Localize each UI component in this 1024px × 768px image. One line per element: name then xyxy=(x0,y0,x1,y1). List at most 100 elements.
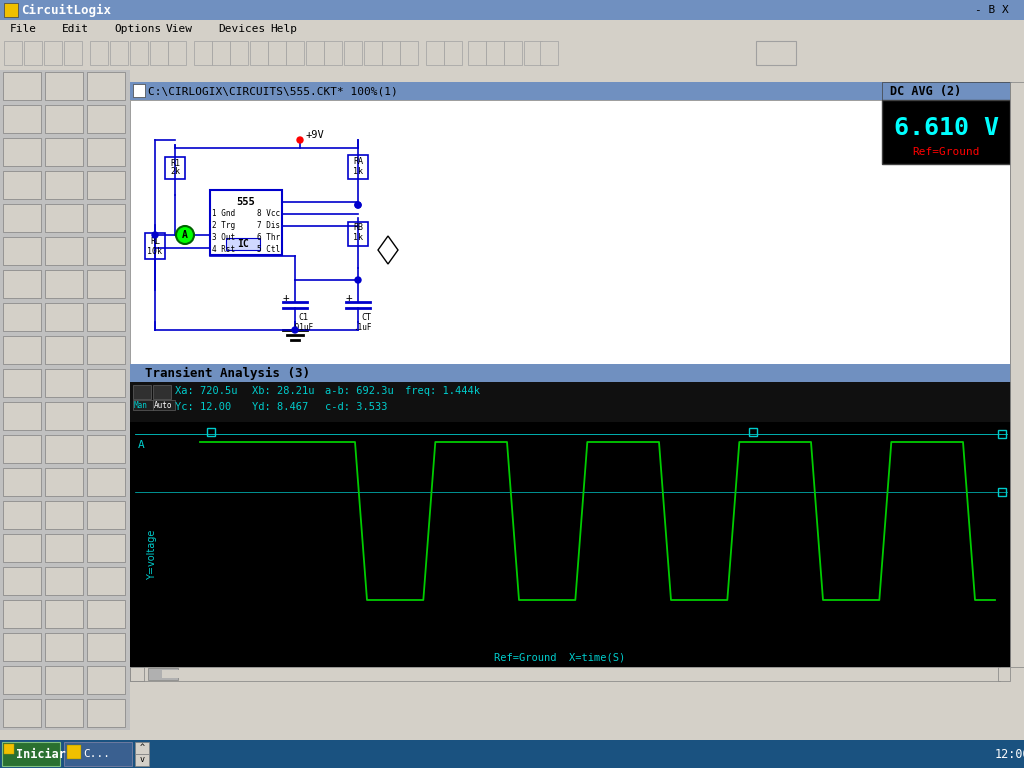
Bar xyxy=(45,369,83,397)
Bar xyxy=(135,754,150,766)
Bar xyxy=(4,3,18,17)
Text: 2 Trg: 2 Trg xyxy=(212,221,236,230)
Bar xyxy=(3,501,41,529)
Bar xyxy=(888,744,906,762)
Bar xyxy=(3,237,41,265)
Bar xyxy=(3,534,41,562)
Text: Yd: 8.467: Yd: 8.467 xyxy=(252,402,308,412)
Text: 5 Ctl: 5 Ctl xyxy=(257,246,280,254)
Bar xyxy=(87,369,125,397)
Bar xyxy=(133,400,153,410)
Bar xyxy=(868,744,886,762)
Circle shape xyxy=(152,232,158,238)
Text: Xb: 28.21u: Xb: 28.21u xyxy=(252,386,314,396)
Bar xyxy=(133,385,151,399)
Bar xyxy=(3,336,41,364)
Circle shape xyxy=(355,202,361,208)
Bar xyxy=(0,0,1024,20)
Text: CircuitLogix: CircuitLogix xyxy=(22,4,111,17)
Bar xyxy=(998,430,1006,438)
Bar xyxy=(130,382,1012,422)
Bar xyxy=(348,155,368,179)
Bar xyxy=(0,20,1024,38)
Bar xyxy=(226,238,260,250)
Bar xyxy=(4,41,22,65)
Bar xyxy=(87,270,125,298)
Bar xyxy=(348,222,368,246)
Polygon shape xyxy=(378,236,398,264)
Circle shape xyxy=(355,277,361,283)
Text: 1 Gnd: 1 Gnd xyxy=(212,210,236,219)
Bar xyxy=(87,303,125,331)
Bar xyxy=(162,670,180,678)
Text: 7 Dis: 7 Dis xyxy=(257,221,280,230)
Bar xyxy=(87,699,125,727)
Text: RA: RA xyxy=(353,157,362,167)
Text: File: File xyxy=(10,24,37,34)
Circle shape xyxy=(176,226,194,244)
Bar xyxy=(45,468,83,496)
Text: .01uF: .01uF xyxy=(290,323,313,332)
Bar xyxy=(45,303,83,331)
Bar xyxy=(998,488,1006,496)
Text: C...: C... xyxy=(83,749,110,759)
Bar xyxy=(87,105,125,133)
Text: .1uF: .1uF xyxy=(353,323,372,332)
Bar xyxy=(540,41,558,65)
Text: +: + xyxy=(346,293,352,303)
Bar xyxy=(1010,100,1024,364)
Bar xyxy=(145,233,165,259)
Text: 1k: 1k xyxy=(353,167,362,176)
Text: RB: RB xyxy=(353,223,362,233)
Bar xyxy=(244,744,264,764)
Text: Transient Analysis (3): Transient Analysis (3) xyxy=(145,366,310,379)
Bar xyxy=(130,364,1012,382)
Text: Xa: 720.5u: Xa: 720.5u xyxy=(175,386,238,396)
Text: Yc: 12.00: Yc: 12.00 xyxy=(175,402,231,412)
Text: C:\CIRLOGIX\CIRCUITS\555.CKT* 100%(1): C:\CIRLOGIX\CIRCUITS\555.CKT* 100%(1) xyxy=(148,86,397,96)
Bar xyxy=(324,41,342,65)
Bar xyxy=(1010,82,1024,667)
Bar xyxy=(908,744,926,762)
Text: +9V: +9V xyxy=(305,130,324,140)
Bar xyxy=(3,468,41,496)
Bar xyxy=(486,41,504,65)
Bar xyxy=(87,501,125,529)
Bar xyxy=(130,422,1012,667)
Bar xyxy=(3,369,41,397)
Bar xyxy=(210,190,282,255)
Bar xyxy=(207,428,215,436)
Bar xyxy=(130,82,1012,100)
Bar xyxy=(45,138,83,166)
Bar xyxy=(67,745,81,759)
Bar xyxy=(45,435,83,463)
Text: ^: ^ xyxy=(140,743,145,753)
Bar xyxy=(24,41,42,65)
Text: CT: CT xyxy=(361,313,371,323)
Bar xyxy=(45,105,83,133)
Bar xyxy=(130,100,1010,364)
Bar xyxy=(45,633,83,661)
Bar xyxy=(828,744,846,762)
Bar xyxy=(3,600,41,628)
Bar xyxy=(87,534,125,562)
Bar xyxy=(820,741,1010,767)
Bar xyxy=(165,157,185,179)
Text: Edit: Edit xyxy=(62,24,89,34)
Bar xyxy=(288,744,308,764)
Bar xyxy=(194,41,212,65)
Text: A: A xyxy=(138,440,144,450)
Text: 1k: 1k xyxy=(353,233,362,243)
Bar xyxy=(87,633,125,661)
Text: 10k: 10k xyxy=(147,247,163,256)
Bar xyxy=(45,567,83,595)
Bar xyxy=(130,682,1010,740)
Bar xyxy=(3,435,41,463)
Text: 12:00: 12:00 xyxy=(995,747,1024,760)
Bar xyxy=(44,41,62,65)
Text: Man: Man xyxy=(134,400,147,409)
Circle shape xyxy=(355,202,361,208)
Bar xyxy=(3,402,41,430)
Bar xyxy=(286,41,304,65)
Bar xyxy=(998,667,1010,681)
